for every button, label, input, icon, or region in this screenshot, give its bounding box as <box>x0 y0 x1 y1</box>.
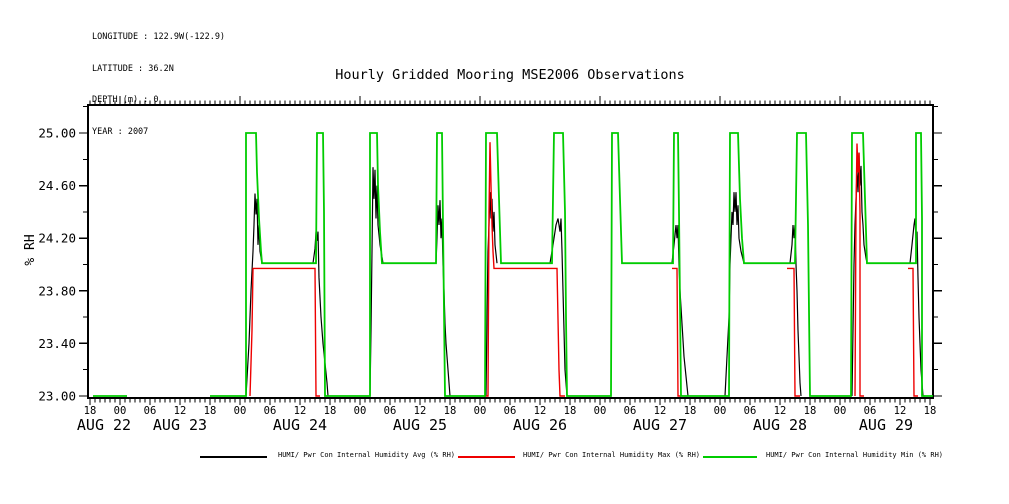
legend-avg-label: HUMI/ Pwr Con Internal Humidity Avg (% R… <box>278 451 456 459</box>
x-date-label: AUG 28 <box>753 416 807 434</box>
x-hour-label: 18 <box>924 405 937 417</box>
series-max-path <box>249 267 320 397</box>
y-axis-label: % RH <box>23 234 38 266</box>
y-tick-label: 23.00 <box>38 389 76 404</box>
x-hour-label: 18 <box>444 405 457 417</box>
metadata-year: YEAR : 2007 <box>92 126 149 137</box>
x-hour-label: 12 <box>174 405 187 417</box>
y-tick-label: 23.80 <box>38 283 76 298</box>
series-avg-path <box>485 192 498 397</box>
x-date-label: AUG 23 <box>153 416 207 434</box>
x-hour-label: 06 <box>264 405 277 417</box>
x-date-label: AUG 25 <box>393 416 447 434</box>
right-axis-ticks <box>933 106 942 397</box>
x-hour-label: 06 <box>864 405 877 417</box>
metadata-longitude: LONGITUDE : 122.9W(-122.9) <box>92 32 226 42</box>
series-max-path <box>908 267 918 397</box>
x-date-labels: AUG 22 AUG 23 AUG 24 AUG 25 AUG 26 AUG 27 AUG … <box>77 416 913 434</box>
x-hour-label: 12 <box>294 405 307 417</box>
series-avg <box>245 152 925 397</box>
legend-min-line-sample <box>703 456 757 458</box>
x-date-label: AUG 24 <box>273 416 327 434</box>
x-hour-label: 18 <box>84 405 97 417</box>
x-hour-label: 12 <box>534 405 547 417</box>
y-tick-label: 24.60 <box>38 178 76 193</box>
x-date-label: AUG 29 <box>859 416 913 434</box>
x-hour-label: 06 <box>504 405 517 417</box>
x-hour-label: 06 <box>744 405 757 417</box>
x-hour-label: 12 <box>774 405 787 417</box>
x-hour-label: 12 <box>414 405 427 417</box>
series-max-path <box>484 142 565 397</box>
top-axis-ticks <box>89 96 931 105</box>
series-max <box>249 142 918 397</box>
x-hour-label: 18 <box>804 405 817 417</box>
y-tick-labels: 25.00 24.60 24.20 23.80 23.40 23.00 <box>38 126 76 404</box>
series-avg-path <box>549 218 568 397</box>
series-avg-path <box>435 200 451 397</box>
series-min-path <box>210 132 933 397</box>
left-axis-ticks <box>79 106 88 397</box>
x-hour-label: 00 <box>234 405 247 417</box>
station-metadata: LONGITUDE : 122.9W(-122.9) LATITUDE : 36… <box>92 11 225 158</box>
x-hour-label: 00 <box>594 405 607 417</box>
bottom-axis-ticks <box>89 398 931 405</box>
metadata-latitude: LATITUDE : 36.2N <box>92 63 174 74</box>
series-max-path <box>854 143 864 397</box>
x-date-label: AUG 27 <box>633 416 687 434</box>
series-max-path <box>787 267 800 397</box>
x-hour-label: 06 <box>384 405 397 417</box>
chart-title: Hourly Gridded Mooring MSE2006 Observati… <box>335 67 685 83</box>
x-hour-label: 00 <box>354 405 367 417</box>
x-date-label: AUG 26 <box>513 416 567 434</box>
legend-max-line-sample <box>458 456 515 458</box>
x-hour-label: 18 <box>324 405 337 417</box>
x-hour-label: 18 <box>564 405 577 417</box>
series-max-path <box>672 267 681 397</box>
series-avg-path <box>789 224 802 397</box>
x-hour-label: 18 <box>684 405 697 417</box>
x-hour-label: 18 <box>204 405 217 417</box>
x-hour-label: 00 <box>114 405 127 417</box>
x-hour-label: 00 <box>474 405 487 417</box>
legend-min-label: HUMI/ Pwr Con Internal Humidity Min (% R… <box>766 451 944 459</box>
series-avg-path <box>369 167 384 397</box>
x-hour-label: 12 <box>654 405 667 417</box>
x-hour-label: 12 <box>894 405 907 417</box>
x-hour-label: 00 <box>834 405 847 417</box>
y-tick-label: 25.00 <box>38 126 76 141</box>
x-hour-label: 00 <box>714 405 727 417</box>
x-date-label: AUG 22 <box>77 416 131 434</box>
legend-max-label: HUMI/ Pwr Con Internal Humidity Max (% R… <box>523 451 701 459</box>
y-tick-label: 24.20 <box>38 231 76 246</box>
x-hour-label: 06 <box>624 405 637 417</box>
series-avg-path <box>724 192 745 397</box>
x-hour-labels: 18 00 06 12 18 00 06 12 18 00 06 12 18 00 06 12 18 00 06 12… <box>84 405 937 417</box>
y-tick-label: 23.40 <box>38 336 76 351</box>
series-min <box>93 132 933 397</box>
x-hour-label: 06 <box>144 405 157 417</box>
metadata-depth: DEPTH (m) : 0 <box>92 95 159 105</box>
legend-avg-line-sample <box>200 456 267 458</box>
